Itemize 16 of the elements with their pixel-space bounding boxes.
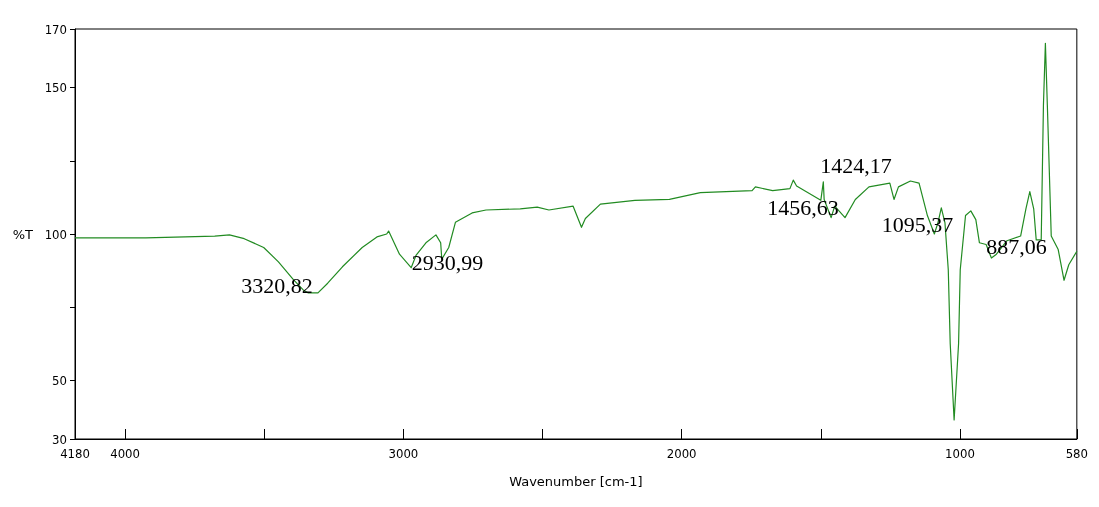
y-axis-title: %T: [12, 226, 34, 242]
y-tick-label: 50: [52, 372, 67, 388]
y-tick-label: 150: [44, 80, 67, 96]
annotation: 2930,99: [411, 250, 484, 276]
y-tick-label: 100: [44, 226, 67, 242]
x-tick-label: 1000: [945, 446, 975, 461]
x-tick-label: 580: [1065, 446, 1088, 461]
x-tick-label: 4180: [60, 446, 90, 461]
y-tick-label: 170: [44, 21, 67, 37]
annotation: 1424,17: [820, 152, 892, 178]
x-tick-label: 2000: [666, 446, 697, 461]
line-series: [74, 42, 1078, 421]
x-axis-title: Wavenumber [cm-1]: [509, 474, 643, 489]
x-tick-label: 4000: [110, 446, 140, 461]
x-tick-label: 3000: [388, 446, 419, 461]
y-tick-label: 30: [52, 431, 67, 447]
